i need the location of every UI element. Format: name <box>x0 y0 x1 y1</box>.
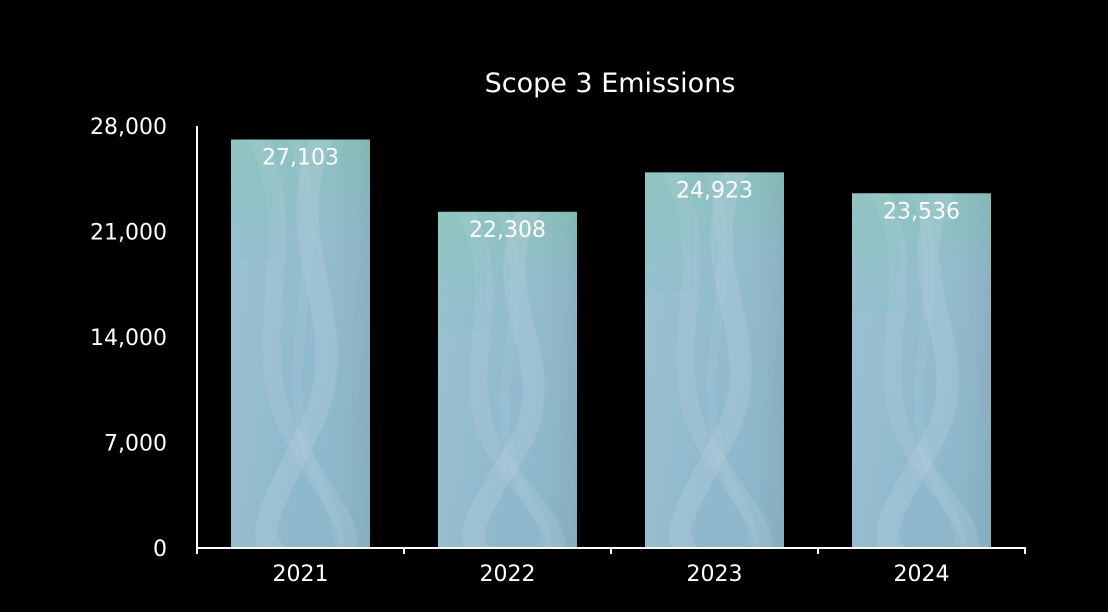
texture-stroke <box>462 211 545 549</box>
texture-stroke <box>669 172 752 548</box>
texture-stroke <box>246 139 358 548</box>
texture-stroke <box>876 193 959 548</box>
bar-texture-2024 <box>852 193 979 548</box>
texture-stroke <box>289 139 344 548</box>
y-tick-label: 0 <box>153 537 167 562</box>
bar-shade-2021 <box>231 139 370 548</box>
texture-stroke <box>453 211 565 549</box>
chart-title: Scope 3 Emissions <box>485 68 736 99</box>
texture-tint <box>438 211 487 332</box>
texture-stroke <box>867 193 979 548</box>
data-label-2021: 27,103 <box>262 146 339 171</box>
x-tick-label-2021: 2021 <box>273 562 329 587</box>
texture-tint <box>645 172 694 293</box>
texture-tint <box>231 139 280 260</box>
texture-stroke <box>255 139 338 548</box>
data-label-2023: 24,923 <box>676 178 753 203</box>
data-label-2024: 23,536 <box>883 199 960 224</box>
y-axis-tick-labels: 0 7,000 14,000 21,000 28,000 <box>90 115 167 562</box>
texture-stroke <box>660 172 772 548</box>
bar-texture-2023 <box>645 172 772 548</box>
x-axis-tick-labels: 2021 2022 2023 2024 <box>273 562 950 587</box>
data-label-2022: 22,308 <box>469 218 546 243</box>
bar-shade-2023 <box>645 172 784 548</box>
x-tick-label-2023: 2023 <box>687 562 743 587</box>
x-axis-ticks <box>196 548 1026 554</box>
bar-texture-2021 <box>231 139 358 548</box>
bar-texture-layer <box>231 139 979 549</box>
x-tick-label-2024: 2024 <box>894 562 950 587</box>
data-labels-layer: 27,103 22,308 24,923 23,536 <box>262 146 960 243</box>
bar-shade-2024 <box>852 193 991 548</box>
y-tick-label: 21,000 <box>90 221 167 246</box>
x-tick-label-2022: 2022 <box>480 562 536 587</box>
y-tick-label: 28,000 <box>90 115 167 140</box>
bar-shade-2022 <box>438 211 577 549</box>
bar-texture-2022 <box>438 211 565 549</box>
texture-stroke <box>496 211 551 549</box>
y-tick-label: 7,000 <box>104 432 167 457</box>
texture-stroke <box>703 172 758 548</box>
bars-layer <box>231 139 991 549</box>
texture-stroke <box>910 193 965 548</box>
y-tick-label: 14,000 <box>90 326 167 351</box>
texture-tint <box>852 193 901 314</box>
